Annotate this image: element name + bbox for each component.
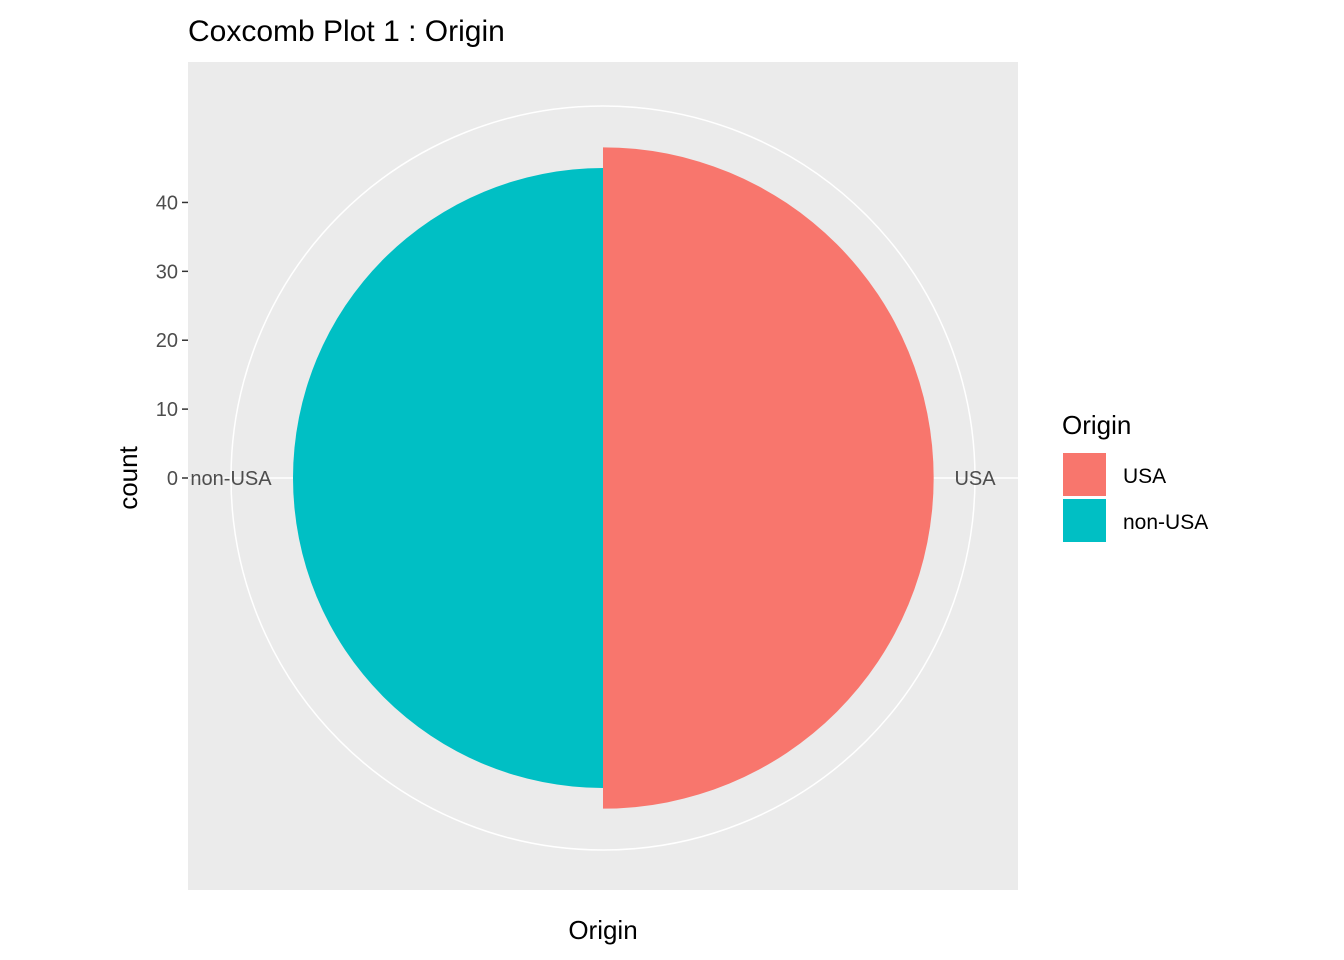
y-tick-label: 20: [156, 330, 178, 352]
category-label-usa: USA: [954, 468, 996, 490]
legend-label-usa: USA: [1123, 465, 1166, 488]
wedge-group: [293, 147, 934, 809]
category-label-non-usa: non-USA: [190, 468, 272, 490]
legend: Origin USA non-USA: [1062, 410, 1208, 542]
y-tick-label: 10: [156, 399, 178, 421]
y-tick-label: 40: [156, 192, 178, 214]
x-axis-title: Origin: [568, 915, 637, 945]
y-tick-label: 0: [167, 468, 178, 490]
y-axis-title: count: [113, 445, 143, 509]
category-labels: USA non-USA: [190, 468, 996, 490]
legend-items: USA non-USA: [1063, 453, 1208, 542]
legend-swatch-usa: [1063, 453, 1106, 496]
legend-swatch-non-usa: [1063, 499, 1106, 542]
wedge-non-usa: [293, 168, 603, 788]
wedge-usa: [603, 147, 934, 809]
legend-title: Origin: [1062, 410, 1131, 440]
chart-title: Coxcomb Plot 1 : Origin: [188, 15, 505, 48]
y-axis: 0 10 20 30 40: [156, 192, 188, 490]
y-tick-label: 30: [156, 261, 178, 283]
legend-label-non-usa: non-USA: [1123, 511, 1208, 534]
